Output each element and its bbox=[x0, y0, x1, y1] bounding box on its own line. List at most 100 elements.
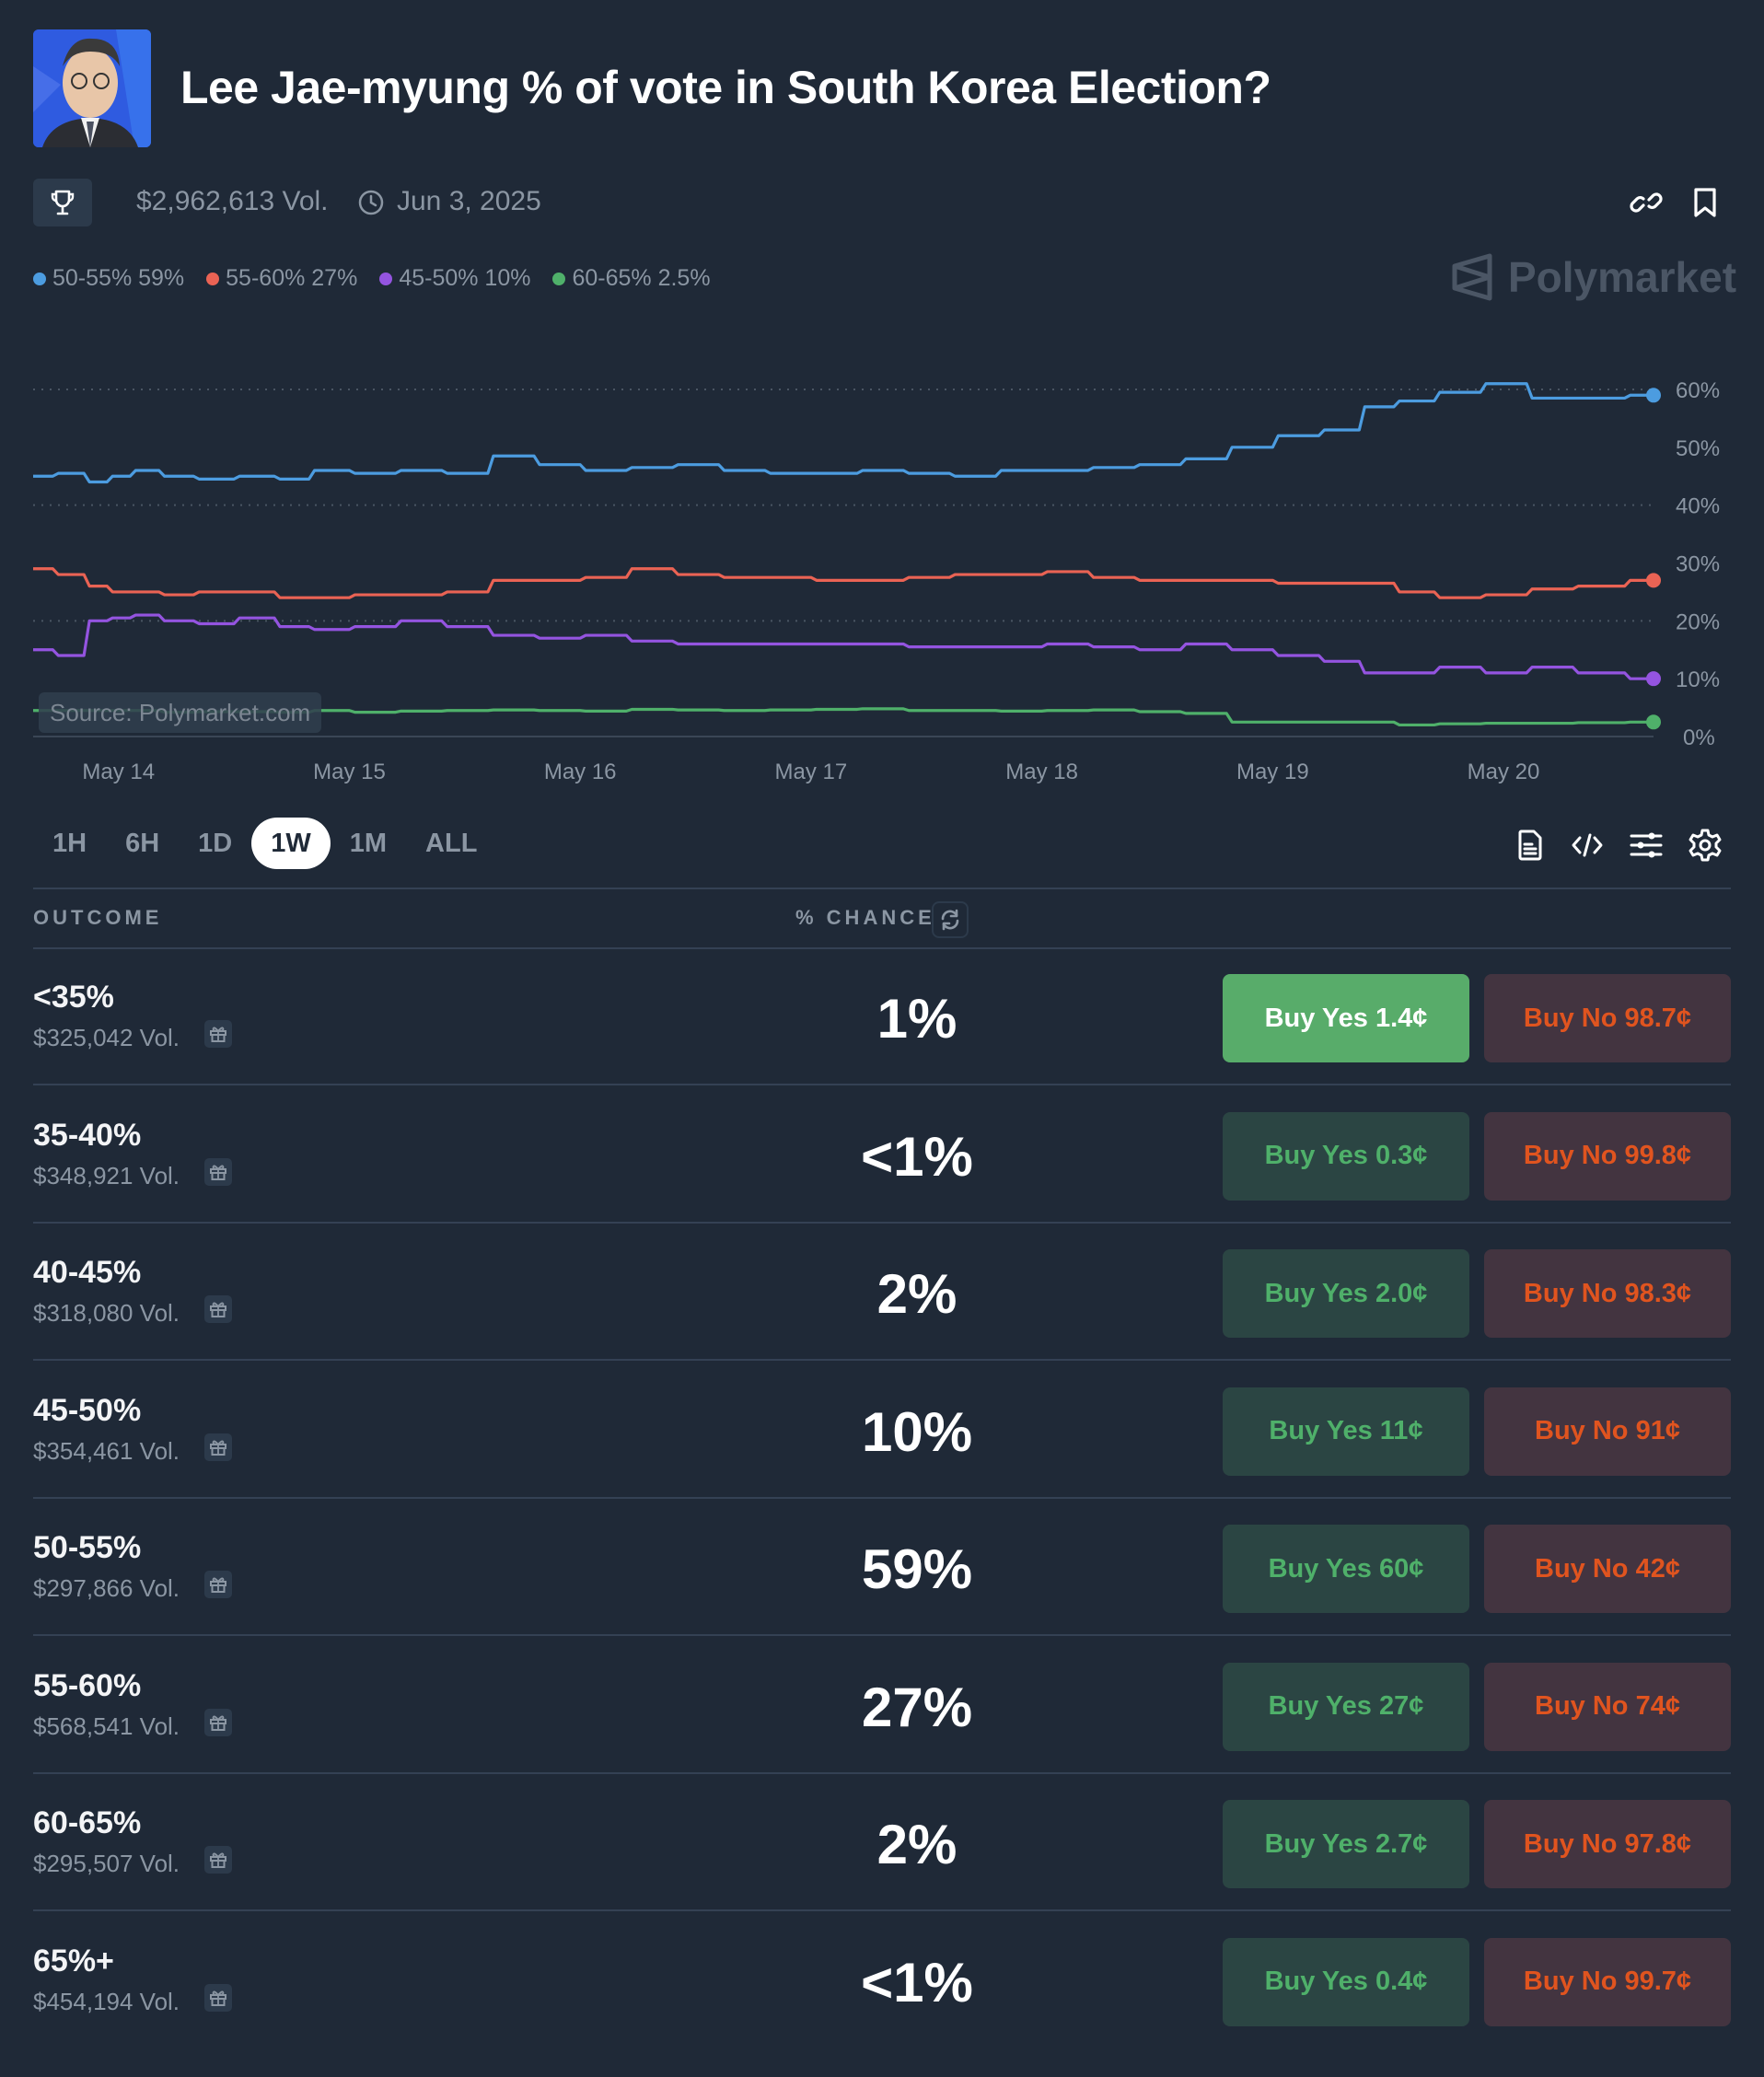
gift-icon bbox=[210, 1990, 226, 2006]
outcome-label: 40-45% bbox=[33, 1255, 142, 1290]
outcome-row[interactable]: 45-50% $354,461 Vol. 10% Buy Yes 11¢ Buy… bbox=[33, 1362, 1731, 1499]
legend-dot bbox=[379, 272, 393, 285]
time-range-selector: 1H 6H 1D 1W 1M ALL bbox=[33, 818, 496, 869]
legend-label: 50-55% 59% bbox=[52, 265, 185, 291]
range-all-button[interactable]: ALL bbox=[425, 829, 478, 858]
source-note: Source: Polymarket.com bbox=[39, 692, 322, 733]
series-line-45-50% bbox=[33, 613, 1654, 680]
outcome-volume: $454,194 Vol. bbox=[33, 1987, 180, 2015]
trophy-badge[interactable] bbox=[33, 179, 92, 226]
gift-button[interactable] bbox=[204, 1295, 232, 1323]
gift-button[interactable] bbox=[204, 1983, 232, 2012]
chart-grid bbox=[33, 389, 1654, 737]
row-divider bbox=[33, 1359, 1731, 1361]
legend-label: 60-65% 2.5% bbox=[572, 265, 711, 291]
buy-yes-button[interactable]: Buy Yes 60¢ bbox=[1223, 1525, 1469, 1613]
outcome-label: 35-40% bbox=[33, 1117, 142, 1153]
outcome-row[interactable]: 40-45% $318,080 Vol. 2% Buy Yes 2.0¢ Buy… bbox=[33, 1224, 1731, 1361]
legend-dot bbox=[33, 272, 46, 285]
outcome-label: 65%+ bbox=[33, 1943, 114, 1978]
buy-yes-button[interactable]: Buy Yes 1.4¢ bbox=[1223, 974, 1469, 1062]
buy-yes-button[interactable]: Buy Yes 0.4¢ bbox=[1223, 1937, 1469, 2026]
gift-button[interactable] bbox=[204, 1157, 232, 1186]
range-1d-button[interactable]: 1D bbox=[198, 829, 233, 858]
buy-yes-button[interactable]: Buy Yes 2.7¢ bbox=[1223, 1800, 1469, 1888]
buy-yes-button[interactable]: Buy Yes 27¢ bbox=[1223, 1662, 1469, 1751]
polymarket-watermark: Polymarket bbox=[1451, 252, 1736, 302]
divider bbox=[33, 888, 1731, 889]
range-6h-button[interactable]: 6H bbox=[125, 829, 160, 858]
link-icon[interactable] bbox=[1628, 184, 1665, 221]
divider bbox=[33, 947, 1731, 949]
buy-no-button[interactable]: Buy No 99.7¢ bbox=[1484, 1937, 1731, 2026]
gear-icon[interactable] bbox=[1687, 827, 1723, 864]
x-tick-label: May 17 bbox=[775, 760, 848, 784]
outcome-row[interactable]: 65%+ $454,194 Vol. <1% Buy Yes 0.4¢ Buy … bbox=[33, 1912, 1731, 2049]
outcome-chance: <1% bbox=[861, 1951, 973, 2013]
sliders-icon[interactable] bbox=[1628, 827, 1665, 864]
row-divider bbox=[33, 1221, 1731, 1224]
x-tick-label: May 18 bbox=[1005, 760, 1078, 784]
outcome-chance: 1% bbox=[876, 988, 957, 1050]
y-tick-label: 20% bbox=[1676, 609, 1720, 634]
outcome-volume: $297,866 Vol. bbox=[33, 1574, 180, 1602]
buy-no-button[interactable]: Buy No 74¢ bbox=[1484, 1662, 1731, 1751]
gift-icon bbox=[210, 1027, 226, 1042]
x-axis: May 14 May 15 May 16 May 17 May 18 May 19 May … bbox=[82, 760, 1539, 784]
legend-label: 55-60% 27% bbox=[226, 265, 358, 291]
series-line-55-60% bbox=[33, 567, 1654, 599]
outcome-label: 50-55% bbox=[33, 1530, 142, 1565]
outcome-row[interactable]: 35-40% $348,921 Vol. <1% Buy Yes 0.3¢ Bu… bbox=[33, 1086, 1731, 1224]
refresh-icon bbox=[941, 909, 959, 931]
buy-no-button[interactable]: Buy No 91¢ bbox=[1484, 1387, 1731, 1476]
bookmark-icon[interactable] bbox=[1687, 184, 1723, 221]
gift-button[interactable] bbox=[204, 1846, 232, 1874]
buy-yes-button[interactable]: Buy Yes 0.3¢ bbox=[1223, 1111, 1469, 1201]
total-volume: $2,962,613 Vol. bbox=[136, 186, 329, 216]
buy-no-button[interactable]: Buy No 98.7¢ bbox=[1484, 974, 1731, 1062]
clock-icon bbox=[358, 190, 384, 215]
x-tick-label: May 20 bbox=[1468, 760, 1540, 784]
outcome-volume: $318,080 Vol. bbox=[33, 1299, 180, 1327]
buy-no-button[interactable]: Buy No 99.8¢ bbox=[1484, 1111, 1731, 1201]
chart-series bbox=[33, 382, 1661, 730]
outcome-row[interactable]: 55-60% $568,541 Vol. 27% Buy Yes 27¢ Buy… bbox=[33, 1637, 1731, 1774]
buy-no-button[interactable]: Buy No 42¢ bbox=[1484, 1525, 1731, 1613]
legend-item: 45-50% 10% bbox=[379, 265, 530, 292]
price-history-chart[interactable]: 0%10%20%30%40%50%60% May 14 May 15 May 16 M… bbox=[0, 350, 1764, 792]
gift-icon bbox=[210, 1302, 226, 1317]
buy-no-button[interactable]: Buy No 97.8¢ bbox=[1484, 1800, 1731, 1888]
gift-button[interactable] bbox=[204, 1020, 232, 1048]
row-divider bbox=[33, 1084, 1731, 1085]
market-title: Lee Jae-myung % of vote in South Korea E… bbox=[180, 62, 1271, 113]
row-divider bbox=[33, 1771, 1731, 1774]
gift-button[interactable] bbox=[204, 1571, 232, 1598]
gift-icon bbox=[210, 1577, 226, 1593]
end-date: Jun 3, 2025 bbox=[397, 186, 541, 216]
buy-yes-button[interactable]: Buy Yes 2.0¢ bbox=[1223, 1249, 1469, 1338]
series-line-50-55% bbox=[33, 382, 1654, 484]
series-endpoint-60-65% bbox=[1646, 714, 1661, 730]
outcome-row[interactable]: 60-65% $295,507 Vol. 2% Buy Yes 2.7¢ Buy… bbox=[33, 1774, 1731, 1911]
range-1w-button[interactable]: 1W bbox=[251, 818, 331, 869]
outcome-chance: 10% bbox=[861, 1400, 973, 1463]
outcome-label: 60-65% bbox=[33, 1805, 142, 1840]
document-icon[interactable] bbox=[1512, 827, 1549, 864]
gift-button[interactable] bbox=[204, 1433, 232, 1461]
outcome-label: 45-50% bbox=[33, 1392, 142, 1428]
outcome-chance: 2% bbox=[876, 1263, 957, 1325]
code-embed-icon[interactable] bbox=[1569, 827, 1606, 864]
refresh-button[interactable] bbox=[932, 901, 969, 938]
polymarket-logo-icon bbox=[1452, 253, 1492, 301]
buy-no-button[interactable]: Buy No 98.3¢ bbox=[1484, 1249, 1731, 1338]
buy-yes-button[interactable]: Buy Yes 11¢ bbox=[1223, 1387, 1469, 1476]
outcome-row[interactable]: <35% $325,042 Vol. 1% Buy Yes 1.4¢ Buy N… bbox=[33, 948, 1731, 1085]
y-tick-label: 40% bbox=[1676, 494, 1720, 519]
outcome-row[interactable]: 50-55% $297,866 Vol. 59% Buy Yes 60¢ Buy… bbox=[33, 1499, 1731, 1636]
range-1m-button[interactable]: 1M bbox=[349, 829, 388, 858]
outcome-volume: $348,921 Vol. bbox=[33, 1161, 180, 1189]
gift-button[interactable] bbox=[204, 1708, 232, 1736]
series-endpoint-55-60% bbox=[1646, 573, 1661, 588]
range-1h-button[interactable]: 1H bbox=[52, 829, 87, 858]
x-tick-label: May 15 bbox=[313, 760, 386, 784]
